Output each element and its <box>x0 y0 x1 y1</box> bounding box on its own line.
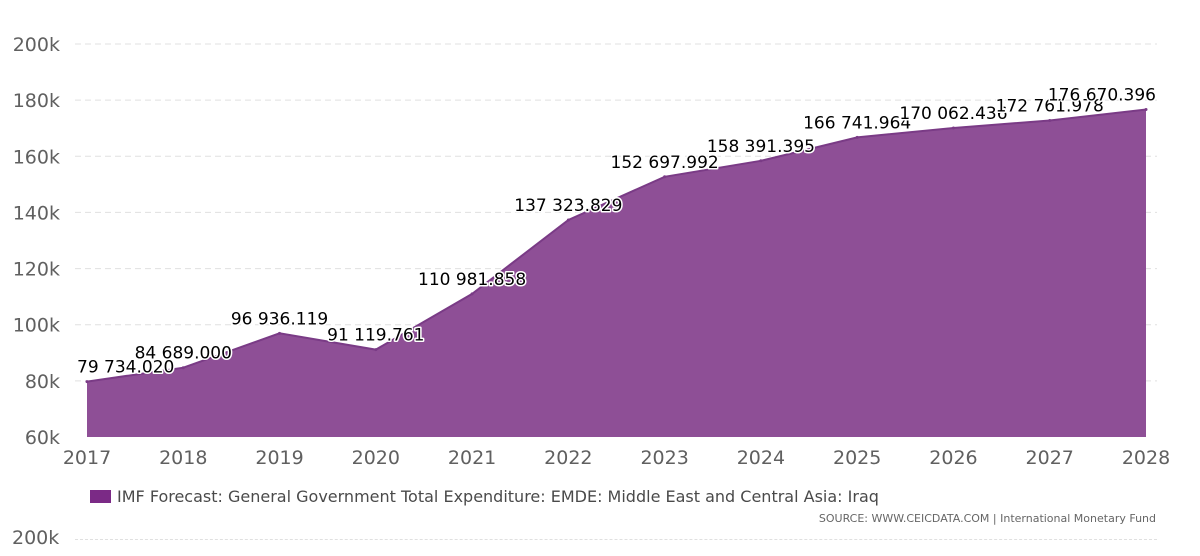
x-axis-labels: 2017 2018 2019 2020 2021 2022 2023 2024 2025 2026… <box>63 447 1170 469</box>
x-tick-label: 2017 <box>63 447 111 469</box>
x-tick-label: 2020 <box>352 447 400 469</box>
series-line <box>86 108 1147 383</box>
data-point[interactable] <box>1144 107 1148 111</box>
x-tick-label: 2025 <box>833 447 881 469</box>
data-point[interactable] <box>855 135 859 139</box>
series-area <box>85 107 1148 437</box>
data-point[interactable] <box>85 380 89 384</box>
legend[interactable]: IMF Forecast: General Government Total E… <box>90 487 879 506</box>
data-point[interactable] <box>1048 118 1052 122</box>
y-tick-label: 180k <box>13 90 60 112</box>
cropped-next-chart: 200k <box>0 527 1200 556</box>
data-point[interactable] <box>470 292 474 296</box>
data-label: 96 936.119 <box>231 309 328 329</box>
data-point[interactable] <box>663 175 667 179</box>
data-label: 110 981.858 <box>418 270 526 290</box>
data-point[interactable] <box>566 218 570 222</box>
x-tick-label: 2024 <box>737 447 785 469</box>
legend-swatch <box>90 490 111 503</box>
data-label: 84 689.000 <box>135 344 232 364</box>
y-tick-label: 140k <box>13 202 60 224</box>
legend-label: IMF Forecast: General Government Total E… <box>117 487 879 506</box>
x-tick-label: 2023 <box>640 447 688 469</box>
y-axis-labels: 60k 80k 100k 120k 140k 160k 180k 200k <box>13 34 60 449</box>
data-point[interactable] <box>759 159 763 163</box>
y-tick-label: 120k <box>13 259 60 281</box>
data-point[interactable] <box>278 331 282 335</box>
cropped-y-axis-label: 200k <box>12 527 60 549</box>
data-label: 176 670.396 <box>1048 85 1156 105</box>
cropped-grid-line <box>75 539 1157 540</box>
x-tick-label: 2021 <box>448 447 496 469</box>
y-tick-label: 80k <box>25 371 60 393</box>
data-label: 137 323.829 <box>514 196 622 216</box>
y-tick-label: 200k <box>13 34 60 56</box>
x-tick-label: 2027 <box>1026 447 1074 469</box>
data-point[interactable] <box>951 126 955 130</box>
data-label: 170 062.436 <box>899 104 1007 124</box>
data-point[interactable] <box>181 366 185 370</box>
y-tick-label: 60k <box>25 427 60 449</box>
data-point[interactable] <box>374 348 378 352</box>
data-label: 79 734.020 <box>77 358 174 378</box>
data-label: 152 697.992 <box>611 153 719 173</box>
x-tick-label: 2022 <box>544 447 592 469</box>
x-tick-label: 2018 <box>159 447 207 469</box>
y-tick-label: 100k <box>13 315 60 337</box>
x-tick-label: 2026 <box>929 447 977 469</box>
data-label: 91 119.761 <box>327 326 424 346</box>
area-fill <box>87 109 1146 437</box>
source-note: SOURCE: WWW.CEICDATA.COM | International… <box>818 512 1156 525</box>
data-label: 172 761.978 <box>996 96 1104 116</box>
x-tick-label: 2019 <box>255 447 303 469</box>
y-tick-label: 160k <box>13 146 60 168</box>
data-label: 158 391.395 <box>707 137 815 157</box>
data-label: 166 741.964 <box>803 113 911 133</box>
x-tick-label: 2028 <box>1122 447 1170 469</box>
